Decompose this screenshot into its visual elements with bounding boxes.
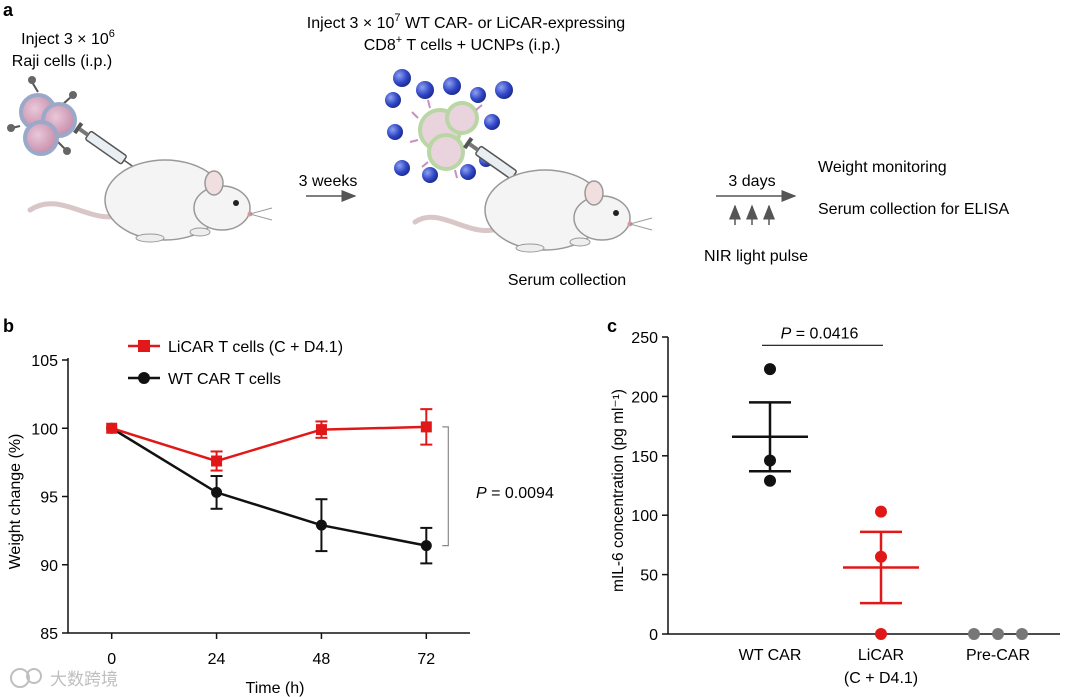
panel-b-legend: LiCAR T cells (C + D4.1) WT CAR T cells xyxy=(128,339,343,388)
data-point xyxy=(764,363,776,376)
data-point xyxy=(764,474,776,487)
x-tick-label: 24 xyxy=(208,651,226,668)
data-point xyxy=(992,628,1004,640)
y-tick-label: 0 xyxy=(649,627,658,644)
category-label-wt-car: WT CAR xyxy=(739,647,802,664)
nir-pulse-arrows-icon xyxy=(729,204,775,225)
weight-monitoring-label: Weight monitoring xyxy=(818,159,947,176)
data-point-square xyxy=(106,422,118,434)
data-point-square xyxy=(211,455,223,467)
syringe-icon xyxy=(73,122,140,172)
series-line-licar xyxy=(111,425,427,463)
data-point xyxy=(875,550,887,563)
data-point-circle xyxy=(315,519,327,531)
raji-cells-text: Raji cells (i.p.) xyxy=(12,53,112,70)
category-label-pre-car: Pre-CAR xyxy=(966,647,1030,664)
category-label-licar: LiCAR xyxy=(858,647,904,664)
data-point-circle xyxy=(211,486,223,498)
y-tick-label: 200 xyxy=(631,389,658,406)
x-tick-label: 72 xyxy=(417,651,435,668)
watermark-text: 大数跨境 xyxy=(50,670,118,689)
three-days-label: 3 days xyxy=(728,173,775,190)
inject-raji-text: Inject 3 × 106 xyxy=(21,28,115,48)
inject-car-text: Inject 3 × 107 WT CAR- or LiCAR-expressi… xyxy=(307,12,625,32)
serum-collection-label: Serum collection xyxy=(508,272,626,289)
panel-b-axes: 85 90 95 100 105 0 24 48 72 xyxy=(31,353,470,668)
data-point xyxy=(875,505,887,518)
y-tick-label: 95 xyxy=(40,490,58,507)
panel-a: a Inject 3 × 106 Raji cells (i.p.) Injec… xyxy=(3,0,1010,289)
y-tick-label: 250 xyxy=(631,330,658,347)
y-tick-label: 100 xyxy=(631,508,658,525)
y-tick-label: 150 xyxy=(631,449,658,466)
panel-c-y-axis-label: mIL-6 concentration (pg ml⁻¹) xyxy=(610,389,627,592)
panel-c: c 0 50 100 150 200 250 mIL-6 concentration (p… xyxy=(607,316,1060,687)
panel-label-c: c xyxy=(607,316,617,336)
panel-b-x-axis-label: Time (h) xyxy=(246,680,305,697)
data-point-square xyxy=(420,421,432,433)
legend-licar: LiCAR T cells (C + D4.1) xyxy=(168,339,343,356)
panel-c-axes: 0 50 100 150 200 250 xyxy=(631,330,1060,644)
y-tick-label: 100 xyxy=(31,421,58,438)
panel-b-y-axis-label: Weight change (%) xyxy=(7,434,24,570)
legend-square-marker-icon xyxy=(138,340,150,352)
elisa-label: Serum collection for ELISA xyxy=(818,201,1010,218)
x-tick-label: 0 xyxy=(107,651,116,668)
panel-c-marks xyxy=(732,363,1028,640)
y-tick-label: 85 xyxy=(40,626,58,643)
mouse-icon xyxy=(412,169,653,253)
watermark: 大数跨境 xyxy=(10,668,118,689)
car-cells-text: CD8+ T cells + UCNPs (i.p.) xyxy=(364,34,561,54)
y-tick-label: 105 xyxy=(31,353,58,370)
x-tick-label: 48 xyxy=(313,651,331,668)
significance-bracket xyxy=(442,426,449,547)
panel-label-b: b xyxy=(3,316,14,336)
data-point xyxy=(764,454,776,467)
legend-wt-car: WT CAR T cells xyxy=(168,371,281,388)
series-line-wt-car xyxy=(111,427,427,547)
y-tick-label: 50 xyxy=(640,568,658,585)
panel-label-a: a xyxy=(3,0,14,20)
raji-cells-icon xyxy=(7,76,77,156)
car-t-cells-icon xyxy=(409,99,483,179)
data-point xyxy=(1016,628,1028,640)
category-sublabel-licar: (C + D4.1) xyxy=(844,670,918,687)
data-point xyxy=(875,628,887,640)
data-point-square xyxy=(315,424,327,436)
nir-light-label: NIR light pulse xyxy=(704,248,808,265)
y-tick-label: 90 xyxy=(40,558,58,575)
ucnp-beads-icon xyxy=(385,69,513,183)
panel-b-marks xyxy=(106,408,433,565)
panel-c-p-value: P = 0.0416 xyxy=(781,325,859,342)
data-point-circle xyxy=(420,540,432,552)
three-weeks-label: 3 weeks xyxy=(299,173,358,190)
panel-b-p-value: P = 0.0094 xyxy=(476,485,554,502)
mouse-icon xyxy=(27,159,273,243)
data-point xyxy=(968,628,980,640)
legend-circle-marker-icon xyxy=(138,372,150,384)
